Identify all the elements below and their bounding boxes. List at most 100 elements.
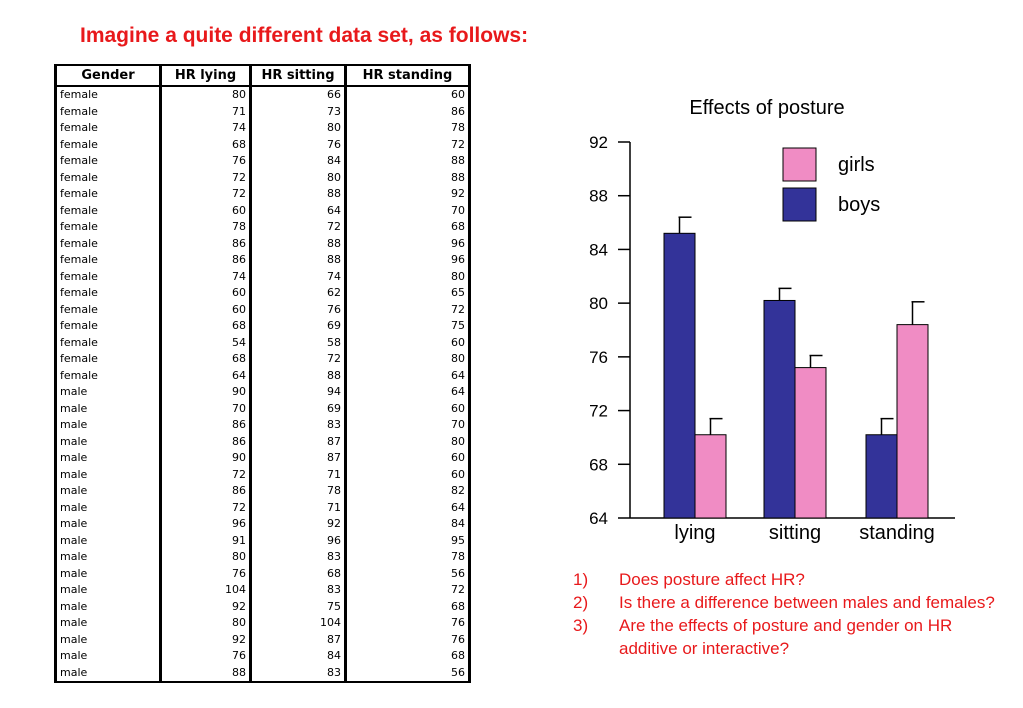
hr-lying-cell: 60 (159, 285, 252, 302)
table-row: male 92 75 68 (54, 598, 471, 615)
hr-lying-cell: 88 (159, 664, 252, 683)
table-row: male 92 87 76 (54, 631, 471, 648)
gender-cell: male (54, 664, 162, 683)
hr-sitting-cell: 78 (249, 483, 347, 500)
table-row: female 54 58 60 (54, 334, 471, 351)
hr-lying-cell: 80 (159, 615, 252, 632)
gender-cell: female (54, 235, 162, 252)
hr-sitting-cell: 66 (249, 86, 347, 104)
bar-girls-lying (694, 434, 727, 519)
table-row: female 86 88 96 (54, 252, 471, 269)
table-row: female 72 88 92 (54, 186, 471, 203)
question-text: Is there a difference between males and … (619, 593, 995, 612)
hr-lying-cell: 70 (159, 400, 252, 417)
table-row: male 86 83 70 (54, 417, 471, 434)
hr-lying-cell: 104 (159, 582, 252, 599)
hr-standing-cell: 75 (344, 318, 471, 335)
gender-cell: female (54, 268, 162, 285)
hr-standing-cell: 70 (344, 417, 471, 434)
hr-standing-cell: 68 (344, 648, 471, 665)
gender-cell: female (54, 153, 162, 170)
column-header-gender: Gender (54, 64, 162, 87)
hr-standing-cell: 96 (344, 235, 471, 252)
table-row: male 90 94 64 (54, 384, 471, 401)
hr-lying-cell: 74 (159, 120, 252, 137)
hr-sitting-cell: 62 (249, 285, 347, 302)
hr-lying-cell: 71 (159, 103, 252, 120)
hr-standing-cell: 80 (344, 351, 471, 368)
hr-standing-cell: 56 (344, 664, 471, 683)
table-row: male 88 83 56 (54, 664, 471, 683)
question-number: 2) (573, 593, 589, 612)
hr-standing-cell: 82 (344, 483, 471, 500)
hr-sitting-cell: 83 (249, 582, 347, 599)
hr-sitting-cell: 80 (249, 120, 347, 137)
hr-sitting-cell: 87 (249, 433, 347, 450)
table-row: female 68 69 75 (54, 318, 471, 335)
hr-standing-cell: 65 (344, 285, 471, 302)
table-row: female 60 64 70 (54, 202, 471, 219)
y-tick-label: 84 (589, 240, 608, 259)
hr-lying-cell: 72 (159, 499, 252, 516)
column-header-hr-standing: HR standing (344, 64, 471, 87)
hr-lying-cell: 64 (159, 367, 252, 384)
gender-cell: male (54, 433, 162, 450)
bar-girls-sitting (794, 367, 827, 519)
hr-standing-cell: 76 (344, 631, 471, 648)
hr-standing-cell: 64 (344, 367, 471, 384)
hr-lying-cell: 54 (159, 334, 252, 351)
gender-cell: female (54, 186, 162, 203)
hr-sitting-cell: 80 (249, 169, 347, 186)
table-row: male 72 71 60 (54, 466, 471, 483)
hr-sitting-cell: 76 (249, 301, 347, 318)
chart-title: Effects of posture (689, 97, 844, 119)
gender-cell: male (54, 615, 162, 632)
gender-cell: male (54, 384, 162, 401)
gender-cell: female (54, 202, 162, 219)
table-row: female 60 76 72 (54, 301, 471, 318)
gender-cell: male (54, 499, 162, 516)
hr-standing-cell: 72 (344, 136, 471, 153)
gender-cell: male (54, 417, 162, 434)
hr-sitting-cell: 88 (249, 186, 347, 203)
legend-swatch-girls (782, 147, 817, 182)
hr-standing-cell: 80 (344, 433, 471, 450)
bar-boys-sitting (763, 299, 796, 519)
hr-sitting-cell: 88 (249, 252, 347, 269)
hr-standing-cell: 68 (344, 598, 471, 615)
column-header-hr-lying: HR lying (159, 64, 252, 87)
hr-standing-cell: 86 (344, 103, 471, 120)
legend-label-boys: boys (838, 194, 880, 216)
hr-sitting-cell: 71 (249, 466, 347, 483)
hr-lying-cell: 60 (159, 202, 252, 219)
gender-cell: female (54, 136, 162, 153)
gender-cell: male (54, 516, 162, 533)
hr-sitting-cell: 88 (249, 367, 347, 384)
hr-lying-cell: 68 (159, 318, 252, 335)
hr-standing-cell: 92 (344, 186, 471, 203)
hr-lying-cell: 76 (159, 565, 252, 582)
hr-standing-cell: 70 (344, 202, 471, 219)
hr-sitting-cell: 104 (249, 615, 347, 632)
table-row: female 86 88 96 (54, 235, 471, 252)
hr-lying-cell: 76 (159, 153, 252, 170)
hr-standing-cell: 72 (344, 582, 471, 599)
hr-lying-cell: 96 (159, 516, 252, 533)
bar-boys-standing (865, 434, 898, 519)
hr-lying-cell: 74 (159, 268, 252, 285)
gender-cell: female (54, 367, 162, 384)
x-tick-label: lying (674, 522, 715, 544)
gender-cell: female (54, 318, 162, 335)
hr-sitting-cell: 72 (249, 219, 347, 236)
question-item: 1) Does posture affect HR? (573, 568, 1013, 591)
hr-lying-cell: 72 (159, 186, 252, 203)
hr-standing-cell: 72 (344, 301, 471, 318)
hr-sitting-cell: 76 (249, 136, 347, 153)
hr-standing-cell: 88 (344, 169, 471, 186)
question-text: Are the effects of posture and gender on… (619, 616, 953, 658)
legend-label-girls: girls (838, 154, 875, 176)
table-body: female 80 66 60 female 71 73 86 female 74 80 78 fema… (54, 86, 471, 683)
hr-sitting-cell: 84 (249, 153, 347, 170)
hr-standing-cell: 60 (344, 400, 471, 417)
hr-standing-cell: 64 (344, 499, 471, 516)
